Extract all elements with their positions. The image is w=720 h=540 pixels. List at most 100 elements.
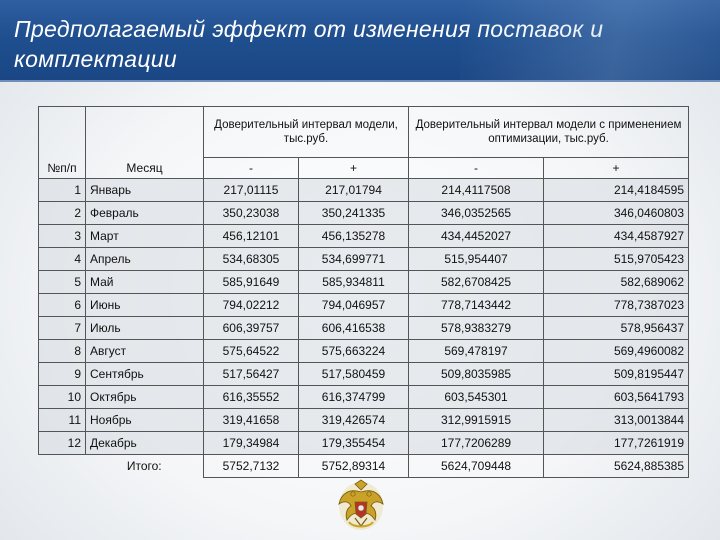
header-blank-no — [38, 106, 86, 158]
model-plus-cell: 350,241335 — [297, 201, 410, 225]
opt-plus-cell: 346,0460803 — [543, 201, 690, 225]
header-blank-month — [85, 106, 204, 158]
header-month: Месяц — [85, 157, 204, 179]
row-number-cell: 4 — [38, 247, 86, 271]
forecast-table: Доверительный интервал модели, тыс.руб. … — [38, 106, 690, 478]
table-row: 5 Май 585,91649 585,934811 582,6708425 582,68… — [38, 270, 690, 294]
model-plus-cell: 456,135278 — [297, 224, 410, 248]
total-label: Итого: — [126, 459, 162, 474]
opt-minus-cell: 569,478197 — [408, 339, 545, 363]
month-cell: Февраль — [85, 201, 204, 225]
opt-minus-cell: 346,0352565 — [408, 201, 545, 225]
model-plus-cell: 575,663224 — [297, 339, 410, 363]
month-cell: Сентябрь — [85, 362, 204, 386]
total-opt-minus: 5624,709448 — [408, 454, 545, 478]
model-plus-cell: 585,934811 — [297, 270, 410, 294]
model-plus-cell: 319,426574 — [297, 408, 410, 432]
header-row-number: №п/п — [38, 157, 86, 179]
row-number-cell: 11 — [38, 408, 86, 432]
opt-plus-cell: 214,4184595 — [543, 178, 690, 202]
month-cell: Март — [85, 224, 204, 248]
opt-minus-cell: 778,7143442 — [408, 293, 545, 317]
model-minus-cell: 350,23038 — [203, 201, 299, 225]
opt-plus-cell: 177,7261919 — [543, 431, 690, 455]
header-row-groups: Доверительный интервал модели, тыс.руб. … — [38, 106, 690, 158]
table-row: 6 Июнь 794,02212 794,046957 778,7143442 778,7… — [38, 293, 690, 317]
opt-plus-cell: 778,7387023 — [543, 293, 690, 317]
opt-plus-cell: 578,956437 — [543, 316, 690, 340]
row-number-cell: 12 — [38, 431, 86, 455]
table-row: 3 Март 456,12101 456,135278 434,4452027 434,4… — [38, 224, 690, 248]
total-opt-plus: 5624,885385 — [543, 454, 690, 478]
table-row: 2 Февраль 350,23038 350,241335 346,0352565 34… — [38, 201, 690, 225]
row-number-cell: 2 — [38, 201, 86, 225]
data-table-container: Доверительный интервал модели, тыс.руб. … — [38, 106, 690, 478]
total-blank — [39, 455, 86, 478]
month-cell: Июль — [85, 316, 204, 340]
row-number-cell: 6 — [38, 293, 86, 317]
model-minus-cell: 534,68305 — [203, 247, 299, 271]
header-optimized-interval: Доверительный интервал модели с применен… — [408, 106, 690, 158]
model-minus-cell: 585,91649 — [203, 270, 299, 294]
table-row: 4 Апрель 534,68305 534,699771 515,954407 515,… — [38, 247, 690, 271]
table-row: 10 Октябрь 616,35552 616,374799 603,545301 60… — [38, 385, 690, 409]
header-model-minus: - — [203, 157, 299, 179]
model-minus-cell: 179,34984 — [203, 431, 299, 455]
table-body: 1 Январь 217,01115 217,01794 214,4117508 214,… — [38, 178, 690, 455]
month-cell: Август — [85, 339, 204, 363]
total-row: Итого: 5752,7132 5752,89314 5624,709448 … — [39, 454, 690, 478]
model-minus-cell: 794,02212 — [203, 293, 299, 317]
model-minus-cell: 217,01115 — [203, 178, 299, 202]
model-minus-cell: 575,64522 — [203, 339, 299, 363]
month-cell: Декабрь — [85, 431, 204, 455]
table-row: 11 Ноябрь 319,41658 319,426574 312,9915915 31… — [38, 408, 690, 432]
opt-minus-cell: 312,9915915 — [408, 408, 545, 432]
month-cell: Май — [85, 270, 204, 294]
opt-minus-cell: 515,954407 — [408, 247, 545, 271]
month-cell: Ноябрь — [85, 408, 204, 432]
opt-plus-cell: 509,8195447 — [543, 362, 690, 386]
opt-plus-cell: 434,4587927 — [543, 224, 690, 248]
model-plus-cell: 794,046957 — [297, 293, 410, 317]
opt-minus-cell: 177,7206289 — [408, 431, 545, 455]
model-plus-cell: 217,01794 — [297, 178, 410, 202]
model-minus-cell: 517,56427 — [203, 362, 299, 386]
opt-minus-cell: 582,6708425 — [408, 270, 545, 294]
row-number-cell: 3 — [38, 224, 86, 248]
row-number-cell: 1 — [38, 178, 86, 202]
opt-minus-cell: 578,9383279 — [408, 316, 545, 340]
model-plus-cell: 534,699771 — [297, 247, 410, 271]
table-row: 12 Декабрь 179,34984 179,355454 177,7206289 1… — [38, 431, 690, 455]
model-plus-cell: 179,355454 — [297, 431, 410, 455]
header-model-plus: + — [297, 157, 410, 179]
title-bar: Предполагаемый эффект от изменения поста… — [0, 0, 720, 82]
opt-plus-cell: 515,9705423 — [543, 247, 690, 271]
opt-minus-cell: 434,4452027 — [408, 224, 545, 248]
month-cell: Апрель — [85, 247, 204, 271]
row-number-cell: 7 — [38, 316, 86, 340]
row-number-cell: 10 — [38, 385, 86, 409]
table-row: 1 Январь 217,01115 217,01794 214,4117508 214,… — [38, 178, 690, 202]
slide-title: Предполагаемый эффект от изменения поста… — [14, 16, 604, 72]
total-model-plus: 5752,89314 — [297, 454, 410, 478]
header-opt-minus: - — [408, 157, 545, 179]
month-cell: Октябрь — [85, 385, 204, 409]
month-cell: Июнь — [85, 293, 204, 317]
opt-minus-cell: 214,4117508 — [408, 178, 545, 202]
row-number-cell: 5 — [38, 270, 86, 294]
opt-plus-cell: 313,0013844 — [543, 408, 690, 432]
model-plus-cell: 606,416538 — [297, 316, 410, 340]
total-model-minus: 5752,7132 — [203, 454, 299, 478]
row-number-cell: 8 — [38, 339, 86, 363]
model-plus-cell: 616,374799 — [297, 385, 410, 409]
model-minus-cell: 456,12101 — [203, 224, 299, 248]
model-minus-cell: 616,35552 — [203, 385, 299, 409]
header-opt-plus: + — [543, 157, 690, 179]
month-cell: Январь — [85, 178, 204, 202]
double-headed-eagle-emblem-icon — [335, 476, 387, 532]
row-number-cell: 9 — [38, 362, 86, 386]
model-minus-cell: 606,39757 — [203, 316, 299, 340]
opt-plus-cell: 603,5641793 — [543, 385, 690, 409]
opt-plus-cell: 582,689062 — [543, 270, 690, 294]
header-model-interval: Доверительный интервал модели, тыс.руб. — [202, 106, 410, 158]
